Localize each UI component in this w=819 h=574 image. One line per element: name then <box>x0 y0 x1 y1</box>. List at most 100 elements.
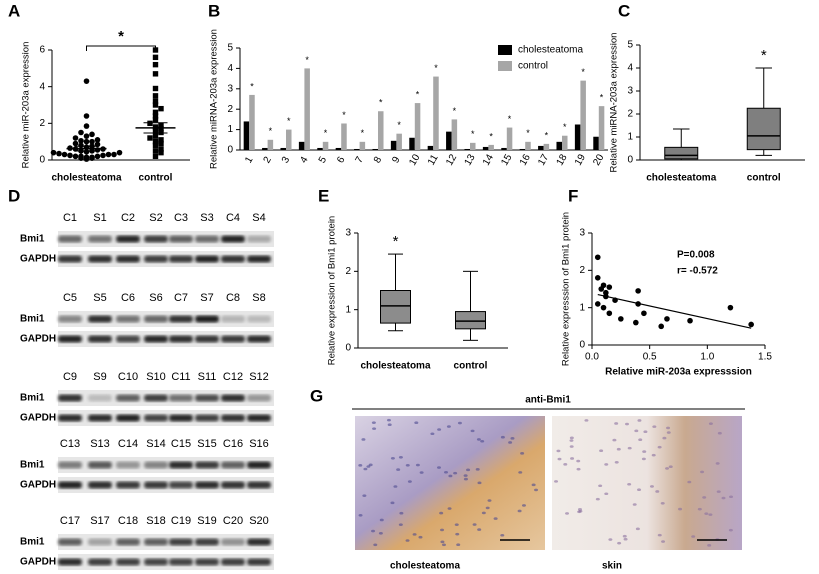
lane-label: S9 <box>93 371 106 383</box>
data-point <box>83 113 90 119</box>
y-axis-label: Relative expresssion of Bmi1 protein <box>561 212 572 366</box>
cell-nucleus <box>632 503 637 506</box>
box <box>746 107 781 151</box>
cell-nucleus <box>475 468 480 471</box>
lane-label: S1 <box>93 212 106 224</box>
cell-nucleus <box>405 539 410 542</box>
lane-label: C13 <box>60 438 80 450</box>
data-point <box>158 122 164 128</box>
y-tick-label: 5 <box>227 43 233 54</box>
cell-nucleus <box>627 446 632 450</box>
cell-nucleus <box>398 456 403 459</box>
blot-band <box>169 335 193 343</box>
cell-nucleus <box>448 474 453 478</box>
cell-nucleus <box>678 507 683 511</box>
cell-nucleus <box>441 543 446 547</box>
bar <box>378 111 384 150</box>
blot-band <box>116 461 140 469</box>
data-point <box>89 138 95 145</box>
cell-nucleus <box>622 534 627 538</box>
cell-nucleus <box>446 425 451 428</box>
lane-label: S10 <box>146 371 166 383</box>
x-tick-label: 5 <box>317 155 330 166</box>
blot-band <box>169 538 193 546</box>
data-point <box>158 126 164 132</box>
significance: * <box>287 116 291 126</box>
category-label: cholesteatoma <box>646 173 716 184</box>
data-point <box>89 131 95 138</box>
lane-label: S5 <box>93 292 106 304</box>
y-tick-label: 2 <box>627 109 633 120</box>
blot-band <box>195 558 219 566</box>
cell-nucleus <box>444 470 449 474</box>
blot-band <box>144 414 168 422</box>
cell-nucleus <box>657 445 662 449</box>
panel-letter: B <box>208 1 220 20</box>
blot-band <box>221 335 245 343</box>
cell-nucleus <box>637 419 642 422</box>
cell-nucleus <box>485 506 490 510</box>
cell-nucleus <box>439 511 444 515</box>
y-tick-label: 3 <box>345 228 351 239</box>
cell-nucleus <box>371 529 376 533</box>
band-label: GAPDH <box>20 557 56 568</box>
blot-band <box>88 538 112 546</box>
y-tick-label: 0 <box>627 155 633 166</box>
cell-nucleus <box>715 462 720 465</box>
cell-nucleus <box>419 471 424 474</box>
box <box>455 311 486 330</box>
band-label: GAPDH <box>20 480 56 491</box>
cell-nucleus <box>578 509 583 513</box>
bar <box>433 76 439 150</box>
category-label: cholesteatoma <box>360 361 430 372</box>
data-point <box>152 98 159 105</box>
cell-nucleus <box>368 463 373 467</box>
blot-band <box>58 538 82 546</box>
bar <box>304 68 310 150</box>
lane-label: C2 <box>121 212 135 224</box>
lane-label: C20 <box>223 515 243 527</box>
data-point <box>594 301 601 307</box>
significance: * <box>269 126 273 136</box>
data-point <box>594 254 601 261</box>
lane-label: C17 <box>60 515 80 527</box>
cell-nucleus <box>616 447 621 451</box>
blot-band <box>221 558 245 566</box>
y-tick-label: 4 <box>227 63 233 74</box>
lane-label: S7 <box>200 292 213 304</box>
significance: * <box>581 67 585 77</box>
cell-nucleus <box>393 485 398 488</box>
data-point <box>152 61 159 68</box>
blot-band <box>247 335 271 343</box>
cell-nucleus <box>455 532 460 536</box>
lane-label: C8 <box>226 292 240 304</box>
cell-nucleus <box>642 450 647 453</box>
panel-letter: A <box>8 1 20 20</box>
data-point <box>600 304 607 311</box>
blot-band <box>195 255 219 263</box>
significance: * <box>305 55 309 65</box>
data-point <box>147 135 153 141</box>
cell-nucleus <box>598 484 603 488</box>
bar <box>409 137 415 150</box>
blot-band <box>58 558 82 566</box>
x-tick-label: 6 <box>335 155 348 166</box>
blot-band <box>88 315 112 323</box>
y-tick-label: 0 <box>39 155 45 166</box>
cell-nucleus <box>500 435 505 439</box>
cell-nucleus <box>378 531 383 535</box>
bar <box>322 141 329 150</box>
blot-band <box>144 558 168 566</box>
x-tick-label: 2 <box>262 155 275 166</box>
significance-bracket <box>86 45 156 51</box>
data-point <box>158 140 164 147</box>
blot-band <box>247 558 271 566</box>
data-point <box>158 146 164 152</box>
x-tick-label: 18 <box>555 152 570 168</box>
x-tick-label: 0.5 <box>643 352 657 363</box>
blot-band <box>58 335 82 343</box>
data-point <box>50 149 57 156</box>
cell-nucleus <box>554 480 559 483</box>
micrograph <box>552 416 742 550</box>
category-label: control <box>454 361 488 372</box>
